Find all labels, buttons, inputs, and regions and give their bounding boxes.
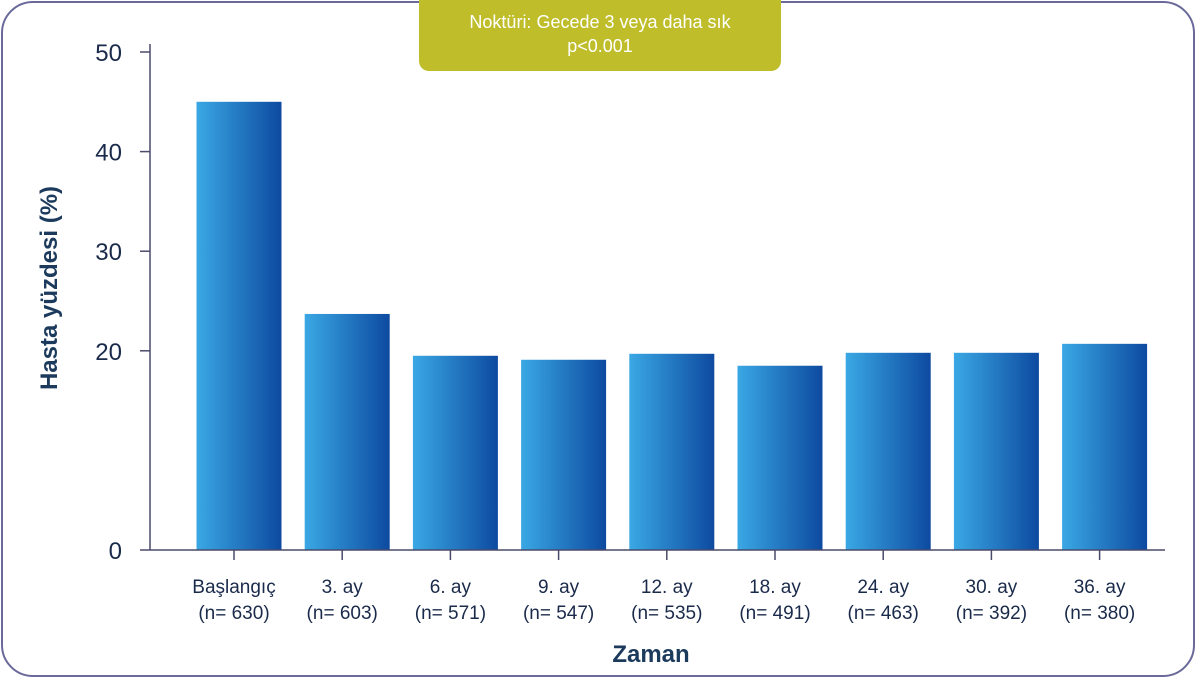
x-category-n-label: (n= 392) (956, 603, 1027, 624)
x-category-n-label: (n= 535) (631, 603, 702, 624)
x-category-n-label: (n= 547) (523, 603, 594, 624)
y-tick-label: 30 (95, 239, 122, 266)
x-category-n-label: (n= 463) (848, 603, 919, 624)
bar (629, 353, 715, 550)
x-category-label: 6. ay (430, 577, 472, 598)
bar (845, 352, 931, 550)
bar (304, 313, 390, 550)
x-category-n-label: (n= 630) (198, 603, 269, 624)
x-category-n-label: (n= 571) (415, 603, 486, 624)
bar (196, 101, 282, 551)
x-category-label: 3. ay (322, 577, 364, 598)
y-tick-label: 20 (95, 339, 122, 366)
bar (412, 355, 498, 550)
y-tick-label: 40 (95, 140, 122, 167)
bars-group (196, 101, 1148, 551)
x-category-label: 36. ay (1074, 577, 1126, 598)
labels-group: 0 20 30 40 50 Başlangıç (n= 630) 3. ay (n= 603) 6… (36, 40, 1135, 668)
bar (953, 352, 1039, 550)
y-axis-title: Hasta yüzdesi (%) (36, 186, 63, 390)
y-tick-label: 0 (109, 538, 122, 565)
x-category-n-label: (n= 491) (739, 603, 810, 624)
x-category-label: Başlangıç (192, 577, 275, 598)
bar (521, 359, 607, 550)
x-category-label: 9. ay (538, 577, 580, 598)
x-category-n-label: (n= 380) (1064, 603, 1135, 624)
banner-pvalue: p<0.001 (567, 36, 633, 56)
y-tick-label: 50 (95, 40, 122, 67)
banner-title: Noktüri: Gecede 3 veya daha sık (469, 12, 731, 32)
x-category-label: 12. ay (641, 577, 693, 598)
bar (1062, 343, 1148, 550)
x-axis-title: Zaman (612, 641, 689, 668)
x-category-label: 24. ay (857, 577, 909, 598)
axes-group (140, 44, 1165, 560)
x-category-label: 30. ay (966, 577, 1018, 598)
bar (737, 365, 823, 550)
x-category-n-label: (n= 603) (307, 603, 378, 624)
title-banner: Noktüri: Gecede 3 veya daha sık p<0.001 (419, 0, 781, 71)
x-category-label: 18. ay (749, 577, 801, 598)
